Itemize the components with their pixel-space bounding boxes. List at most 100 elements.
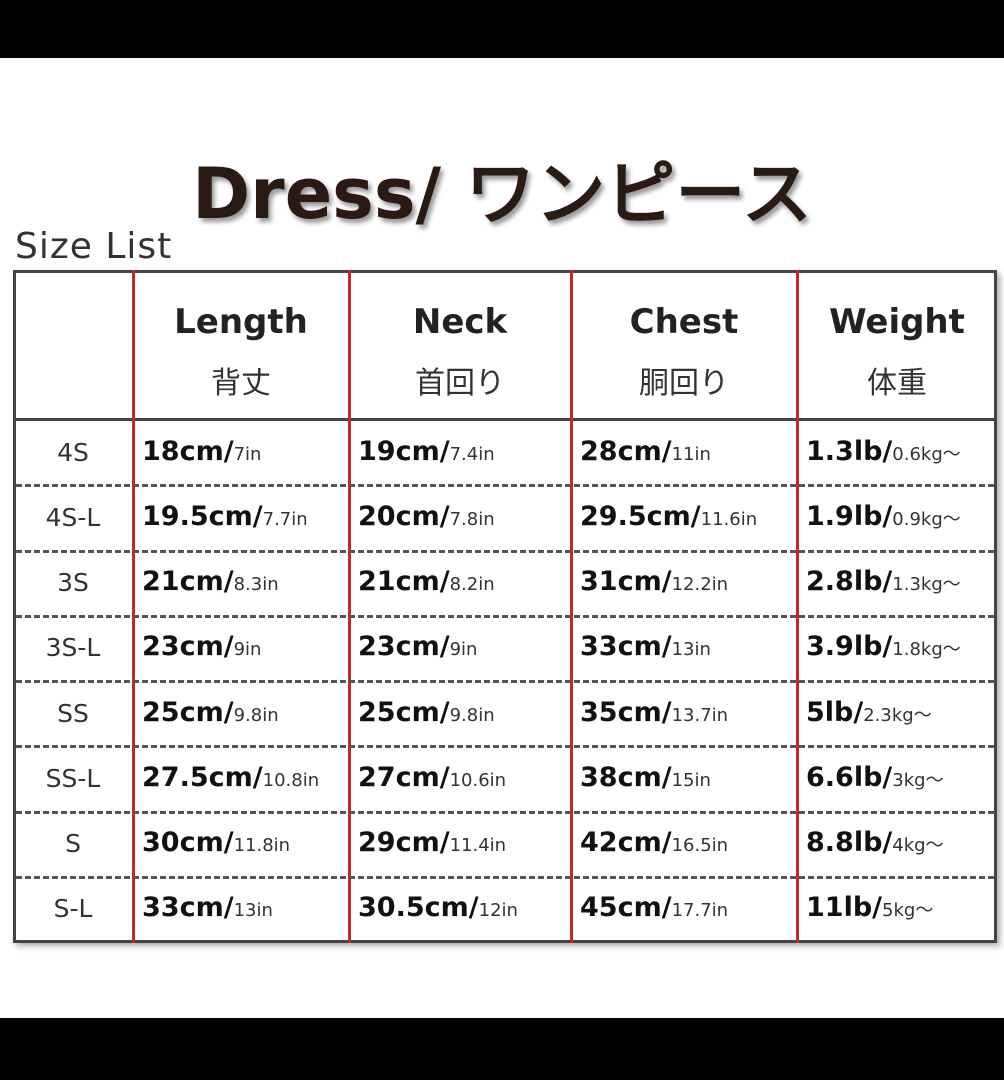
cell: 19.5cm/7.7in [142,501,308,532]
cell: 30.5cm/12in [358,892,518,923]
cell-main: 6.6lb/ [806,761,893,793]
cell: 33cm/13in [142,892,273,923]
cell: 27.5cm/10.8in [142,762,319,793]
cell-sub: 12.2in [671,574,729,596]
header-en: Chest [629,302,739,342]
header-ja: 背丈 [211,366,271,401]
cell-main: 33cm/ [580,631,672,663]
cell-main: 23cm/ [142,631,234,663]
row-separator [16,745,994,749]
cell: 18cm/7in [142,436,261,467]
cell: 29.5cm/11.6in [580,501,757,532]
bottom-bar [0,1018,1004,1080]
header-ja: 胴回り [639,366,729,401]
header-ja: 首回り [415,366,505,401]
cell-sub: 9in [233,639,262,661]
row-separator [16,875,994,879]
cell-main: 29cm/ [358,827,450,859]
header-en: Neck [412,302,508,342]
column-divider [796,270,799,943]
cell-main: 30cm/ [142,827,234,859]
cell-main: 45cm/ [580,892,672,924]
cell-main: 21cm/ [142,566,234,598]
cell-sub: 0.6kg～ [892,443,961,465]
cell-main: 25cm/ [358,696,450,728]
cell: 19cm/7.4in [358,436,495,467]
size-label: 3S [57,568,89,598]
cell-main: 3.9lb/ [806,631,893,663]
cell-main: 23cm/ [358,631,450,663]
cell-sub: 9in [449,639,478,661]
cell-main: 5lb/ [806,696,864,728]
cell: 21cm/8.3in [142,566,279,597]
cell-sub: 4kg～ [892,835,944,857]
size-label: S [65,829,81,859]
cell-sub: 8.3in [233,574,279,596]
cell: 29cm/11.4in [358,827,506,858]
size-label: S-L [53,894,93,924]
size-label: SS-L [45,763,101,793]
cell-sub: 13.7in [671,704,729,726]
cell-sub: 1.3kg～ [892,574,961,596]
cell: 42cm/16.5in [580,827,728,858]
cell-sub: 12in [478,900,518,922]
cell-sub: 17.7in [671,900,729,922]
header-ja: 体重 [867,366,927,401]
cell-main: 25cm/ [142,696,234,728]
cell-sub: 0.9kg～ [892,508,961,530]
cell-sub: 7in [233,443,262,465]
cell: 1.9lb/0.9kg～ [806,501,961,532]
cell: 23cm/9in [142,631,261,662]
cell-main: 35cm/ [580,696,672,728]
cell-main: 2.8lb/ [806,566,893,598]
subtitle: Size List [15,226,173,267]
cell: 1.3lb/0.6kg～ [806,436,961,467]
title: Dress/ ワンピース [192,153,812,235]
cell-main: 21cm/ [358,566,450,598]
cell-sub: 16.5in [671,835,729,857]
size-label: 4S [57,437,89,467]
cell-main: 18cm/ [142,435,234,467]
cell: 2.8lb/1.3kg～ [806,566,961,597]
cell-sub: 8.2in [449,574,495,596]
cell-main: 27cm/ [358,761,450,793]
cell-sub: 7.8in [449,508,495,530]
cell-sub: 13in [233,900,273,922]
cell-sub: 11.4in [449,835,507,857]
cell-sub: 5kg～ [882,900,934,922]
column-divider [132,270,135,943]
cell: 33cm/13in [580,631,711,662]
cell-sub: 3kg～ [892,769,944,791]
row-separator [16,680,994,683]
cell: 5lb/2.3kg～ [806,697,932,728]
row-separator [16,614,994,618]
cell: 25cm/9.8in [142,697,279,728]
cell-sub: 10.6in [449,769,507,791]
cell-sub: 9.8in [449,704,495,726]
cell-main: 33cm/ [142,892,234,924]
top-bar [0,0,1004,58]
cell: 25cm/9.8in [358,697,495,728]
cell: 11lb/5kg～ [806,892,933,923]
cell-sub: 1.8kg～ [892,639,961,661]
cell: 21cm/8.2in [358,566,495,597]
cell-main: 20cm/ [358,500,450,532]
column-divider [348,270,351,943]
cell-main: 31cm/ [580,566,672,598]
cell: 27cm/10.6in [358,762,506,793]
cell-sub: 15in [671,769,711,791]
cell-sub: 11in [671,443,711,465]
cell-main: 27.5cm/ [142,761,263,793]
cell-sub: 11.8in [233,835,291,857]
cell: 38cm/15in [580,762,711,793]
cell: 45cm/17.7in [580,892,728,923]
cell: 8.8lb/4kg～ [806,827,944,858]
cell-main: 42cm/ [580,827,672,859]
cell-main: 1.3lb/ [806,435,893,467]
cell-main: 28cm/ [580,435,672,467]
cell: 6.6lb/3kg～ [806,762,944,793]
size-label: SS [57,698,89,728]
cell-sub: 13in [671,639,711,661]
cell: 30cm/11.8in [142,827,290,858]
